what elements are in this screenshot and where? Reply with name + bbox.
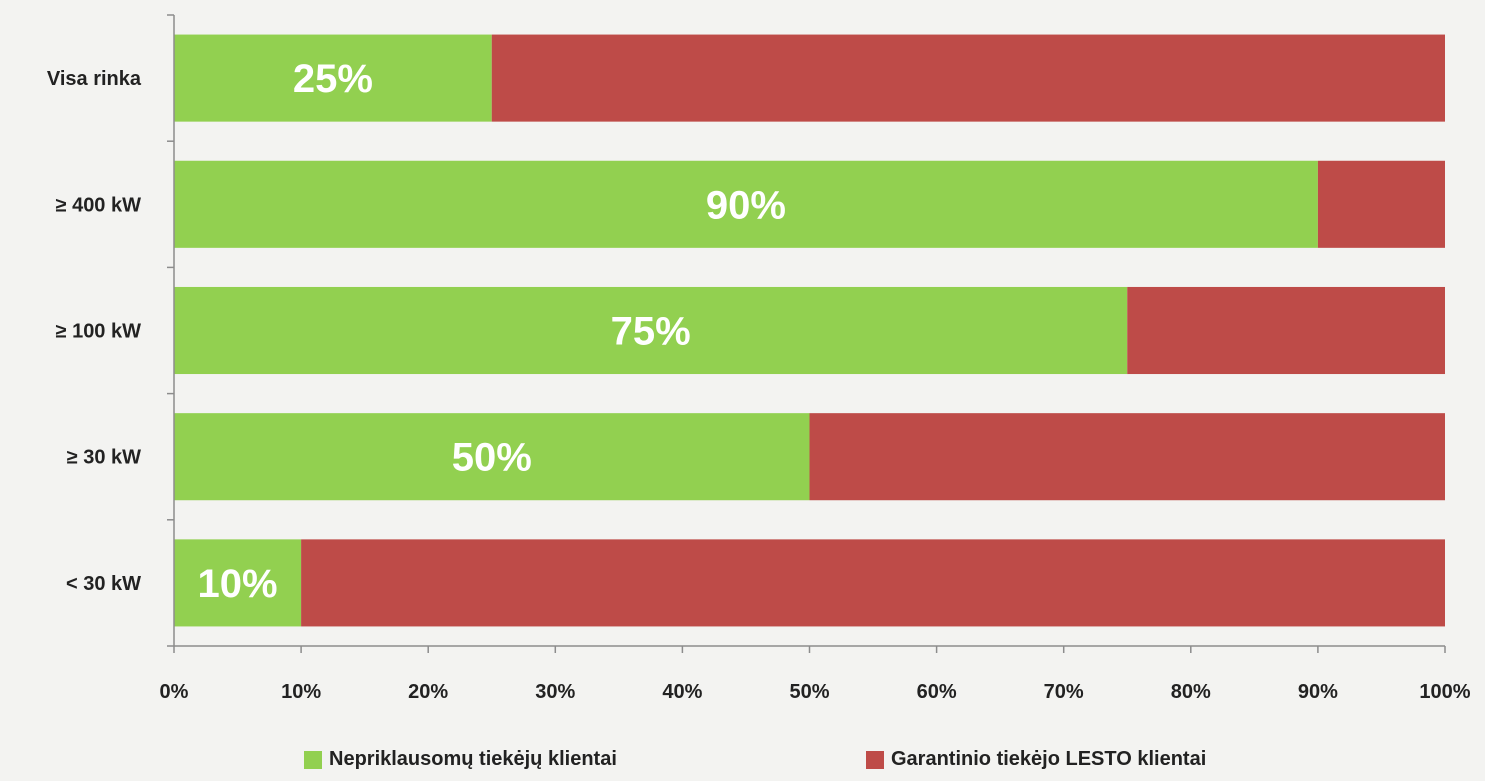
bar-independent-0 — [174, 34, 492, 122]
legend-item-guaranteed: Garantinio tiekėjo LESTO klientai — [866, 748, 1206, 771]
bar-independent-2 — [174, 286, 1128, 375]
bar-guaranteed-2 — [1127, 286, 1445, 375]
category-label-1: ≥ 400 kW — [56, 194, 142, 216]
data-label-0: 25% — [293, 57, 373, 101]
stacked-bar-chart: 25% Visa rinka 90% ≥ 400 kW 75% ≥ 100 kW 50% ≥ … — [47, 14, 1471, 703]
legend-item-independent: Nepriklausomų tiekėjų klientai — [304, 748, 617, 771]
bar-guaranteed-3 — [809, 413, 1445, 501]
bar-guaranteed-0 — [491, 34, 1445, 122]
category-label-3: ≥ 30 kW — [67, 447, 141, 469]
legend-swatch-guaranteed — [866, 750, 884, 769]
x-tick-label-6: 60% — [917, 681, 957, 703]
x-tick-label-9: 90% — [1298, 681, 1338, 703]
legend-swatch-independent — [304, 750, 322, 769]
bar-guaranteed-4 — [301, 539, 1446, 627]
x-tick-label-8: 80% — [1171, 681, 1211, 703]
x-tick-label-1: 10% — [281, 681, 321, 703]
data-label-4: 10% — [198, 562, 278, 606]
data-label-1: 90% — [706, 183, 786, 227]
axes-layer — [167, 14, 1446, 653]
data-label-2: 75% — [611, 310, 691, 354]
x-tick-label-10: 100% — [1419, 681, 1470, 703]
x-tick-label-4: 40% — [662, 681, 702, 703]
x-tick-label-3: 30% — [535, 681, 575, 703]
category-label-4: < 30 kW — [66, 573, 141, 595]
labels-layer: 25% Visa rinka 90% ≥ 400 kW 75% ≥ 100 kW 50% ≥ … — [47, 57, 1471, 703]
x-tick-label-2: 20% — [408, 681, 448, 703]
x-tick-label-0: 0% — [160, 681, 189, 703]
bar-guaranteed-1 — [1317, 160, 1445, 248]
bar-independent-1 — [174, 160, 1318, 248]
data-label-3: 50% — [452, 436, 532, 480]
x-tick-label-7: 70% — [1044, 681, 1084, 703]
category-label-2: ≥ 100 kW — [56, 321, 142, 343]
legend: Nepriklausomų tiekėjų klientai Garantini… — [0, 740, 1485, 780]
legend-label-guaranteed: Garantinio tiekėjo LESTO klientai — [891, 748, 1207, 770]
x-tick-label-5: 50% — [789, 681, 829, 703]
bar-independent-4 — [174, 539, 302, 627]
bar-independent-3 — [174, 413, 810, 501]
category-label-0: Visa rinka — [47, 68, 142, 90]
legend-label-independent: Nepriklausomų tiekėjų klientai — [329, 748, 617, 770]
bars-layer — [174, 34, 1446, 627]
